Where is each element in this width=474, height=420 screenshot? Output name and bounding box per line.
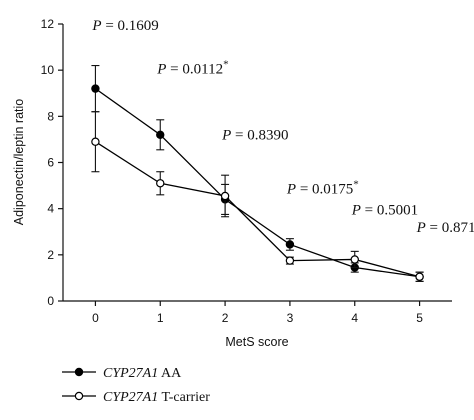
x-tick-label: 0	[92, 311, 99, 325]
x-tick-label: 1	[157, 311, 164, 325]
data-point-tcarrier	[156, 179, 165, 188]
data-point-aa	[156, 130, 165, 139]
series-tcarrier	[91, 111, 424, 282]
data-point-tcarrier	[350, 255, 359, 264]
series-aa	[91, 65, 424, 282]
y-tick-label: 10	[41, 63, 55, 77]
legend-marker	[74, 367, 84, 377]
data-point-tcarrier	[220, 191, 230, 201]
x-ticks: 0 1 2 3 4 5	[92, 301, 423, 325]
data-point-tcarrier	[91, 137, 100, 146]
y-tick-label: 2	[47, 248, 54, 262]
y-tick-label: 8	[47, 109, 54, 123]
p-value-label: P = 0.8713	[416, 220, 474, 236]
data-point-aa	[285, 240, 295, 249]
y-tick-label: 0	[47, 294, 54, 308]
series-layer	[91, 65, 424, 282]
p-value-label: P = 0.1609	[91, 18, 158, 34]
legend-item-tcarrier: CYP27A1 T-carrier	[62, 390, 210, 405]
series-line-tcarrier	[95, 141, 420, 278]
x-axis-label: MetS score	[225, 335, 288, 349]
legend-marker	[74, 391, 84, 401]
data-point-tcarrier	[285, 256, 295, 265]
axes	[62, 24, 452, 302]
data-point-tcarrier	[415, 272, 424, 281]
y-axis-label: Adiponectin/leptin ratio	[12, 99, 26, 226]
x-tick-label: 4	[351, 311, 358, 325]
series-line-aa	[95, 88, 420, 278]
legend: CYP27A1 AA CYP27A1 T-carrier	[62, 366, 210, 405]
p-value-label: P = 0.0175*	[286, 179, 359, 198]
x-tick-label: 2	[222, 311, 229, 325]
x-tick-label: 5	[416, 311, 423, 325]
x-tick-label: 3	[287, 311, 294, 325]
legend-label: CYP27A1 AA	[103, 366, 182, 381]
y-tick-label: 6	[47, 156, 54, 170]
y-tick-label: 12	[41, 17, 55, 31]
y-ticks: 0 2 4 6 8 10 12	[41, 17, 63, 308]
data-point-aa	[91, 84, 100, 93]
p-value-label: P = 0.0112*	[156, 59, 228, 78]
p-value-annotations: P = 0.1609 P = 0.0112* P = 0.8390 P = 0.017…	[91, 18, 474, 236]
y-tick-label: 4	[47, 202, 54, 216]
legend-item-aa: CYP27A1 AA	[62, 366, 182, 381]
p-value-label: P = 0.8390	[221, 127, 288, 143]
p-value-label: P = 0.5001	[351, 202, 418, 218]
legend-label: CYP27A1 T-carrier	[103, 390, 210, 405]
